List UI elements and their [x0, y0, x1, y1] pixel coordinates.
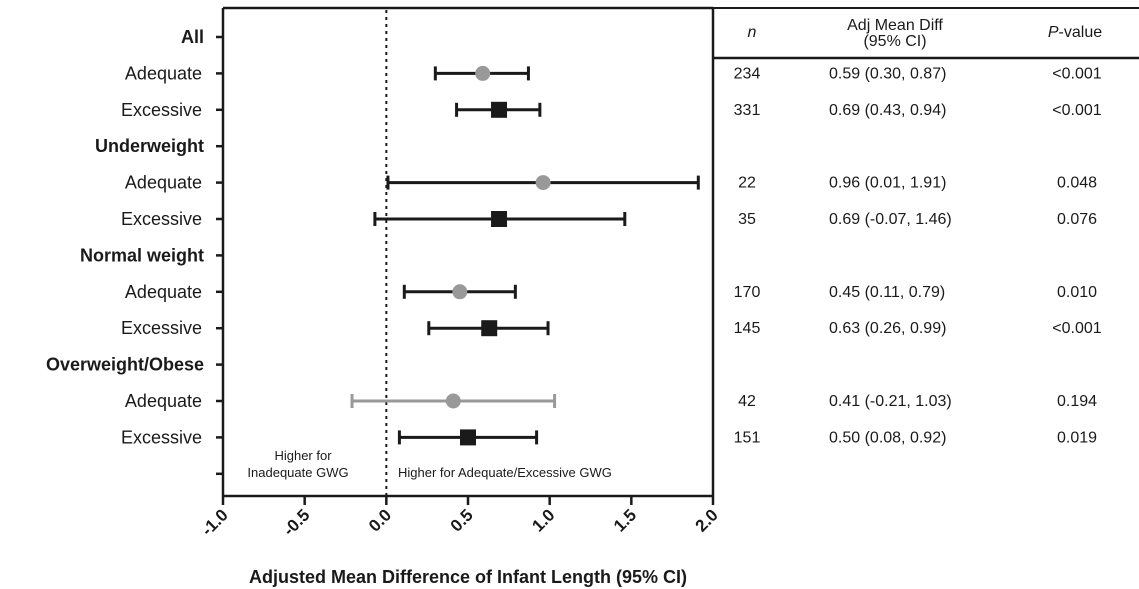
- x-axis-title: Adjusted Mean Difference of Infant Lengt…: [249, 567, 687, 587]
- direction-notes: Higher for Inadequate GWG Higher for Ade…: [247, 448, 611, 480]
- point-estimate-circle: [445, 393, 461, 409]
- x-tick-label: 2.0: [692, 505, 722, 535]
- point-estimate-square: [481, 320, 498, 337]
- x-tick-label: 1.5: [610, 505, 640, 535]
- results-table: n Adj Mean Diff (95% CI) P-value 234 0.59…: [734, 17, 1103, 446]
- cell-n: 151: [734, 429, 761, 446]
- row-label: Adequate: [125, 282, 202, 302]
- cell-n: 145: [734, 320, 761, 337]
- x-tick-label: 0.0: [365, 505, 395, 535]
- point-estimate-circle: [475, 65, 491, 81]
- point-estimate-circle: [535, 175, 551, 191]
- point-estimate-square: [460, 429, 476, 446]
- cell-p-value: 0.194: [1057, 393, 1097, 410]
- x-tick-label: -0.5: [279, 505, 313, 539]
- cell-p-value: 0.076: [1057, 211, 1097, 228]
- row-label: Excessive: [121, 209, 202, 229]
- row-labels: All Adequate Excessive Underweight Adequate E…: [46, 27, 204, 447]
- cell-p-value: <0.001: [1052, 320, 1101, 337]
- cell-n: 170: [734, 284, 761, 301]
- x-tick-label: 1.0: [528, 505, 558, 535]
- cell-estimate: 0.50 (0.08, 0.92): [829, 429, 946, 446]
- group-label: Overweight/Obese: [46, 355, 204, 375]
- cell-estimate: 0.45 (0.11, 0.79): [829, 284, 945, 301]
- row-label: Excessive: [121, 100, 202, 120]
- cell-n: 22: [738, 175, 756, 192]
- x-tick-label: -1.0: [198, 505, 232, 539]
- x-axis: -1.0 -0.5 0.0 0.5 1.0 1.5 2.0: [198, 496, 722, 540]
- chart-marks: [350, 65, 700, 446]
- point-estimate-circle: [452, 284, 468, 300]
- row-label: Adequate: [125, 391, 202, 411]
- cell-estimate: 0.96 (0.01, 1.91): [829, 175, 946, 192]
- cell-p-value: 0.010: [1057, 284, 1097, 301]
- header-estimate-line1: Adj Mean Diff: [847, 17, 943, 34]
- header-p-value: P-value: [1048, 24, 1102, 41]
- cell-estimate: 0.41 (-0.21, 1.03): [829, 393, 952, 410]
- header-p-prefix: P: [1048, 24, 1059, 41]
- row-label: Excessive: [121, 427, 202, 447]
- point-estimate-square: [491, 211, 508, 227]
- cell-estimate: 0.69 (-0.07, 1.46): [829, 211, 952, 228]
- note-left-line1: Higher for: [274, 448, 332, 463]
- note-right: Higher for Adequate/Excessive GWG: [398, 465, 612, 480]
- group-label: All: [181, 27, 204, 47]
- row-label: Adequate: [125, 173, 202, 193]
- cell-estimate: 0.63 (0.26, 0.99): [829, 320, 946, 337]
- header-n: n: [748, 24, 757, 41]
- note-left-line2: Inadequate GWG: [247, 465, 348, 480]
- cell-n: 234: [734, 65, 761, 82]
- row-label: Excessive: [121, 318, 202, 338]
- cell-n: 35: [738, 211, 756, 228]
- cell-n: 42: [738, 393, 756, 410]
- point-estimate-square: [491, 101, 508, 118]
- cell-p-value: 0.048: [1057, 175, 1097, 192]
- group-label: Normal weight: [80, 245, 204, 265]
- header-estimate-line2: (95% CI): [863, 33, 926, 50]
- cell-estimate: 0.59 (0.30, 0.87): [829, 65, 946, 82]
- cell-p-value: <0.001: [1052, 65, 1101, 82]
- cell-n: 331: [734, 102, 761, 119]
- group-label: Underweight: [95, 136, 204, 156]
- cell-estimate: 0.69 (0.43, 0.94): [829, 102, 946, 119]
- header-p-suffix: -value: [1059, 24, 1103, 41]
- cell-p-value: <0.001: [1052, 102, 1101, 119]
- x-tick-label: 0.5: [447, 505, 477, 535]
- plot-frame: [216, 6, 1139, 498]
- row-label: Adequate: [125, 63, 202, 83]
- cell-p-value: 0.019: [1057, 429, 1097, 446]
